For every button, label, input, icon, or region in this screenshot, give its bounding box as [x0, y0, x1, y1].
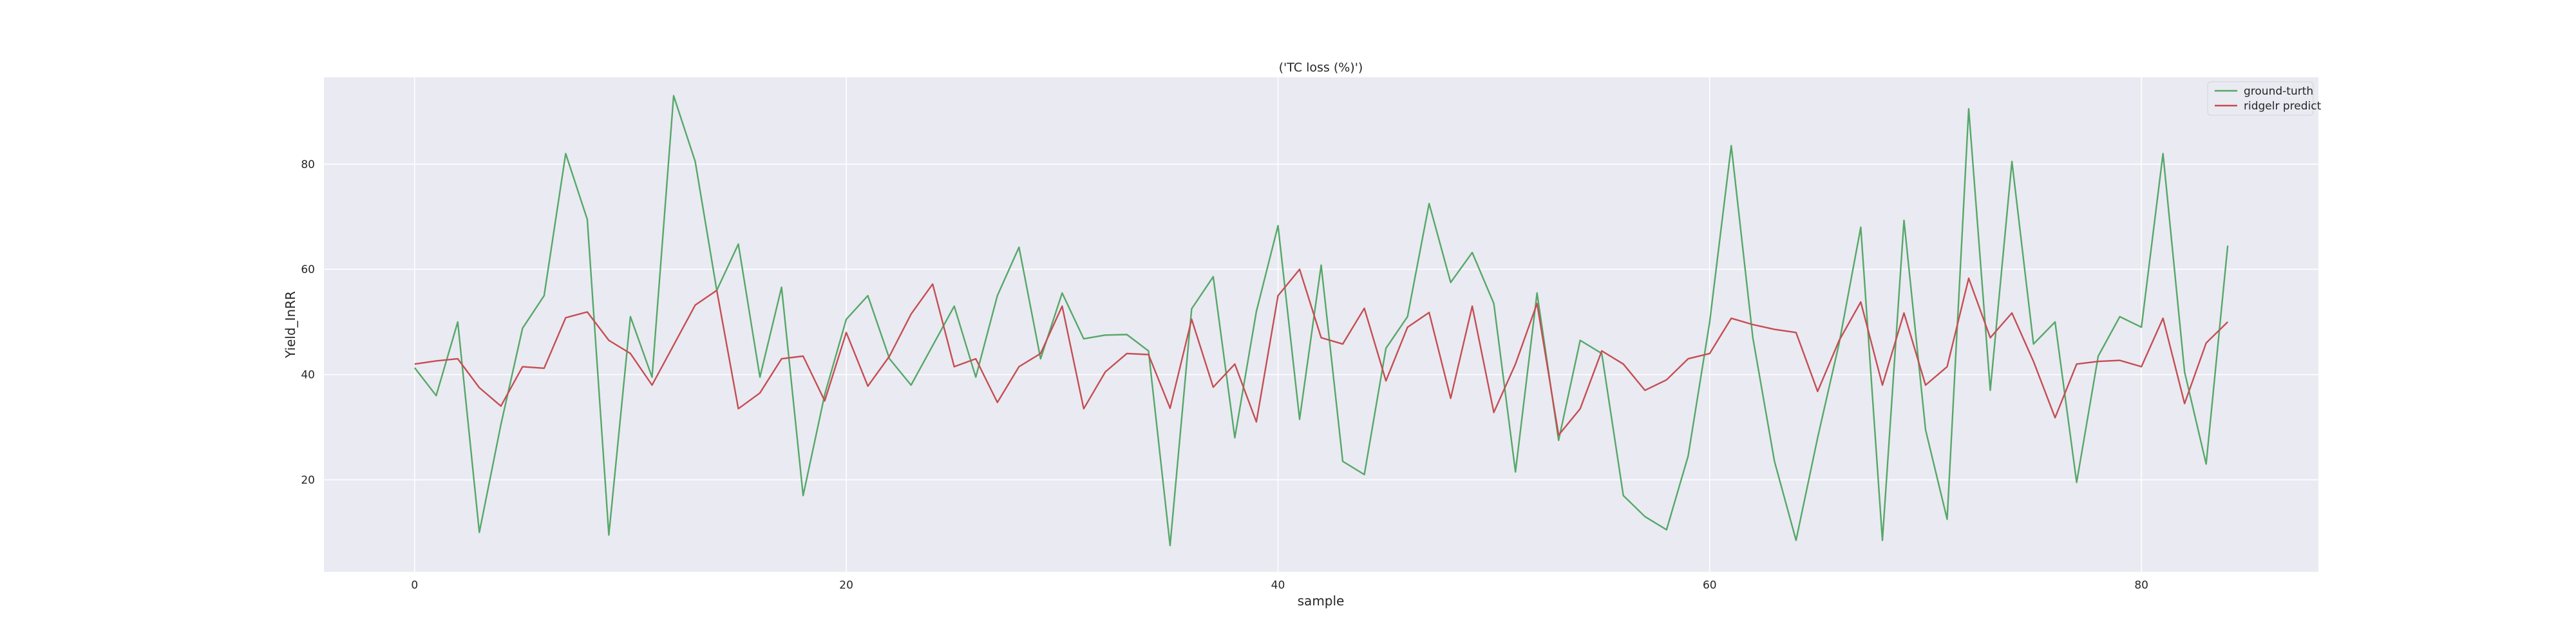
- legend-label-ridgelr-predict: ridgelr predict: [2244, 100, 2322, 113]
- legend-label-ground-turth: ground-turth: [2244, 85, 2313, 98]
- series-line-ridgelr-predict: [414, 269, 2229, 436]
- y-tick-label: 60: [301, 263, 315, 276]
- y-tick-label: 40: [301, 369, 315, 382]
- series-layer: [413, 95, 2229, 547]
- chart-title: ('TC loss (%)'): [1279, 61, 1363, 75]
- x-axis-label: sample: [1298, 593, 1345, 609]
- x-tick-label: 80: [2134, 579, 2148, 592]
- x-tick-label: 40: [1271, 579, 1285, 592]
- x-tick-label: 20: [839, 579, 853, 592]
- y-axis-label: Yield_InRR: [283, 291, 298, 359]
- legend: ground-turth ridgelr predict: [2207, 81, 2322, 116]
- y-tick-label: 20: [301, 474, 315, 487]
- tick-labels: 0 20 40 60 80 20 40 60 80: [301, 158, 2148, 592]
- plot-background: [324, 77, 2318, 572]
- x-tick-label: 0: [411, 579, 418, 592]
- x-tick-label: 60: [1703, 579, 1717, 592]
- y-tick-label: 80: [301, 158, 315, 171]
